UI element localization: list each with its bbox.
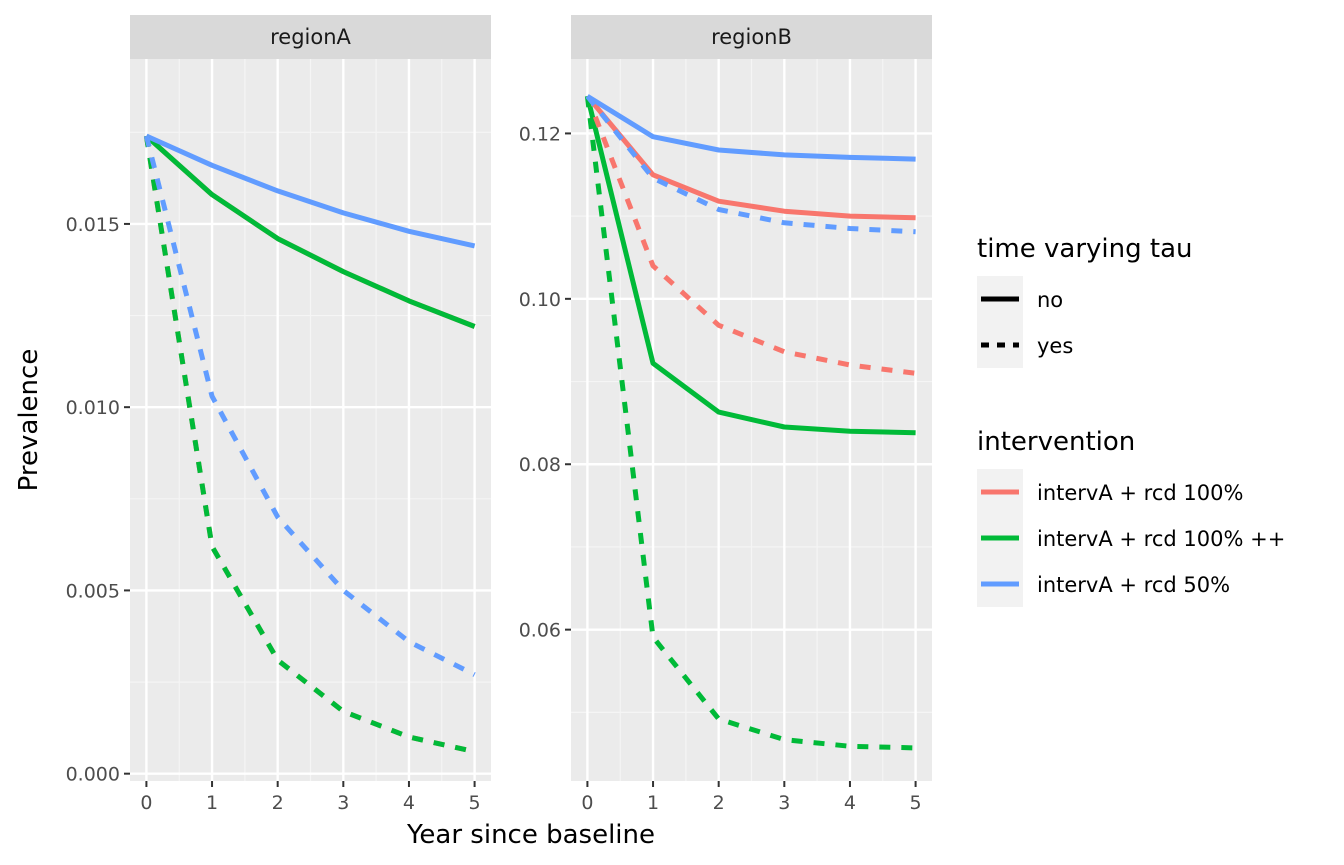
series-line-interva-rcd-50-tau-no: [145, 133, 476, 249]
y-tick-label: 0.10: [519, 289, 561, 311]
legend-label: intervA + rcd 50%: [1037, 573, 1230, 597]
panel-regionA: regionA 0.000 0.005 0.010 0.015 0 1 2 3 4 5: [66, 15, 491, 814]
x-tick-label: 0: [581, 792, 593, 814]
y-tick-label: 0.08: [519, 454, 561, 476]
series-line-interva-rcd-100-tau-no: [584, 95, 916, 436]
legend-label: intervA + rcd 100% ++: [1037, 527, 1285, 551]
series-line-interva-rcd-50-tau-yes: [143, 135, 476, 677]
y-tick-label: 0.000: [66, 764, 120, 786]
panel-regionB: regionB 0.06 0.08 0.10 0.12 0 1 2 3 4 5: [519, 15, 932, 814]
y-axis-title: Prevalence: [14, 349, 44, 492]
facet-strip: [571, 15, 932, 59]
x-tick-label: 5: [910, 792, 922, 814]
facet-strip-label: regionB: [711, 25, 792, 49]
y-tick-label: 0.010: [66, 397, 120, 419]
legend-label: intervA + rcd 100%: [1037, 481, 1243, 505]
series-line-interva-rcd-100-tau-yes: [584, 95, 916, 751]
x-tick-label: 1: [206, 792, 218, 814]
x-tick-label: 3: [778, 792, 790, 814]
series-line-interva-rcd-100-tau-no: [585, 94, 916, 221]
x-axis-title: Year since baseline: [406, 820, 655, 850]
x-tick-label: 5: [469, 792, 481, 814]
facet-strip-label: regionA: [270, 25, 351, 49]
x-tick-label: 2: [713, 792, 725, 814]
legend-label: yes: [1037, 334, 1073, 358]
series-line-interva-rcd-100-tau-yes: [143, 135, 476, 755]
series-line-interva-rcd-100-tau-no: [144, 134, 476, 329]
y-tick-label: 0.12: [519, 123, 561, 145]
legend-title-linetype: time varying tau: [977, 234, 1192, 264]
x-tick-label: 4: [844, 792, 856, 814]
x-tick-label: 2: [272, 792, 284, 814]
series-line-interva-rcd-50-tau-no: [586, 94, 916, 162]
x-tick-label: 0: [140, 792, 152, 814]
legend-title-color: intervention: [977, 427, 1135, 457]
y-tick-label: 0.06: [519, 620, 561, 642]
legend-label: no: [1037, 288, 1063, 312]
x-tick-label: 1: [647, 792, 659, 814]
x-tick-label: 4: [403, 792, 415, 814]
legend: time varying tau no yes intervention intervA…: [977, 234, 1285, 607]
series-line-interva-rcd-100-tau-yes: [585, 95, 916, 376]
y-tick-label: 0.015: [66, 214, 120, 236]
x-tick-label: 3: [337, 792, 349, 814]
facet-strip: [130, 15, 491, 59]
y-tick-label: 0.005: [66, 580, 120, 602]
